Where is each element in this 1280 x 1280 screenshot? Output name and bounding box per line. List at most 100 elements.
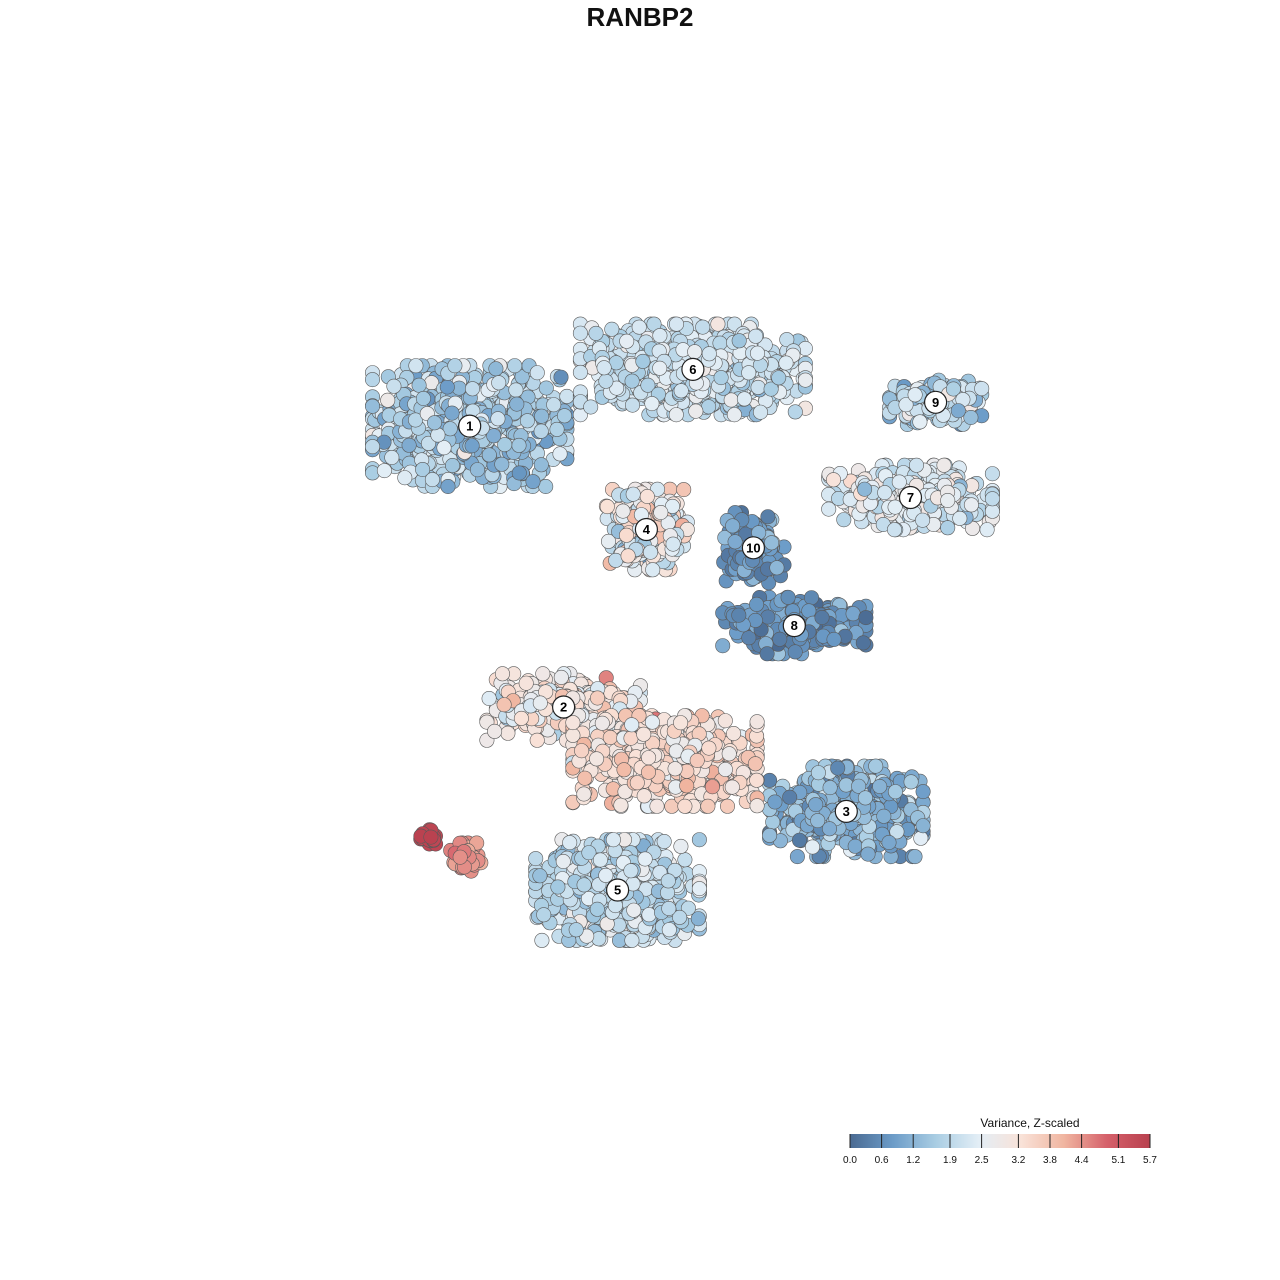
scatter-point	[752, 404, 768, 420]
scatter-point	[535, 666, 551, 682]
scatter-point	[644, 396, 660, 412]
scatter-point	[408, 358, 424, 374]
scatter-point	[748, 328, 764, 344]
scatter-point	[626, 902, 642, 918]
scatter-point	[439, 379, 455, 395]
scatter-point	[555, 853, 571, 869]
scatter-point	[496, 697, 512, 713]
scatter-point	[858, 610, 874, 626]
scatter-point	[364, 439, 380, 455]
scatter-point	[872, 778, 888, 794]
scatter-point	[426, 415, 442, 431]
scatter-point	[624, 932, 640, 948]
scatter-point	[759, 646, 775, 662]
scatter-point	[907, 849, 923, 865]
scatter-point	[572, 325, 588, 341]
scatter-point	[528, 851, 544, 867]
scatter-point	[673, 838, 689, 854]
scatter-point	[532, 868, 548, 884]
scatter-point	[695, 319, 711, 335]
chart-title: RANBP2	[587, 2, 694, 32]
scatter-point	[731, 333, 747, 349]
scatter-point	[936, 457, 952, 473]
scatter-point	[562, 835, 578, 851]
scatter-point	[592, 852, 608, 868]
scatter-point	[447, 358, 463, 374]
scatter-point	[424, 472, 440, 488]
scatter-point	[952, 510, 968, 526]
scatter-point	[491, 375, 507, 391]
scatter-point	[553, 369, 569, 385]
scatter-point	[915, 784, 931, 800]
scatter-point	[533, 457, 549, 473]
scatter-point	[546, 397, 562, 413]
scatter-point	[619, 333, 635, 349]
scatter-point	[907, 387, 923, 403]
scatter-point	[780, 589, 796, 605]
scatter-point	[494, 456, 510, 472]
scatter-point	[825, 472, 841, 488]
scatter-point	[652, 328, 668, 344]
scatter-point	[481, 447, 497, 463]
scatter-point	[808, 797, 824, 813]
scatter-point	[538, 380, 554, 396]
scatter-point	[534, 408, 550, 424]
scatter-point	[691, 881, 707, 897]
scatter-point	[533, 423, 549, 439]
scatter-point	[497, 437, 513, 453]
scatter-point	[673, 383, 689, 399]
scatter-point	[407, 412, 423, 428]
scatter-point	[444, 405, 460, 421]
scatter-point	[605, 832, 621, 848]
scatter-point	[549, 421, 565, 437]
scatter-point	[940, 492, 956, 508]
scatter-point	[469, 462, 485, 478]
scatter-point	[713, 370, 729, 386]
scatter-point	[598, 867, 614, 883]
scatter-point	[534, 932, 550, 948]
scatter-point	[511, 437, 527, 453]
scatter-point	[596, 360, 612, 376]
scatter-point	[912, 414, 928, 430]
scatter-point	[513, 710, 529, 726]
scatter-point	[915, 818, 931, 834]
scatter-point	[876, 808, 892, 824]
scatter-point	[715, 638, 731, 654]
scatter-point	[877, 485, 893, 501]
points-layer	[364, 316, 1000, 948]
scatter-point	[532, 695, 548, 711]
scatter-point	[494, 666, 510, 682]
scatter-point	[749, 596, 765, 612]
scatter-point	[712, 335, 728, 351]
scatter-point	[847, 838, 863, 854]
scatter-point	[599, 499, 615, 515]
scatter-point	[787, 404, 803, 420]
scatter-point	[588, 325, 604, 341]
scatter-point	[701, 346, 717, 362]
scatter-point	[860, 846, 876, 862]
scatter-point	[436, 440, 452, 456]
scatter-point	[908, 457, 924, 473]
scatter-point	[963, 409, 979, 425]
scatter-point	[487, 723, 503, 739]
scatter-point	[769, 560, 785, 576]
scatter-point	[620, 548, 636, 564]
scatter-point	[836, 512, 852, 528]
scatter-point	[386, 378, 402, 394]
scatter-point	[397, 470, 413, 486]
scatter-point	[782, 789, 798, 805]
scatter-point	[444, 457, 460, 473]
scatter-point	[661, 922, 677, 938]
scatter-point	[653, 504, 669, 520]
scatter-point	[490, 411, 506, 427]
scatter-point	[903, 774, 919, 790]
scatter-point	[507, 358, 523, 374]
scatter-point	[415, 390, 431, 406]
scatter-point	[710, 316, 726, 332]
scatter-point	[750, 379, 766, 395]
scatter-point	[736, 391, 752, 407]
scatter-point	[760, 509, 776, 525]
scatter-point	[845, 606, 861, 622]
scatter-point	[631, 319, 647, 335]
scatter-point	[810, 765, 826, 781]
